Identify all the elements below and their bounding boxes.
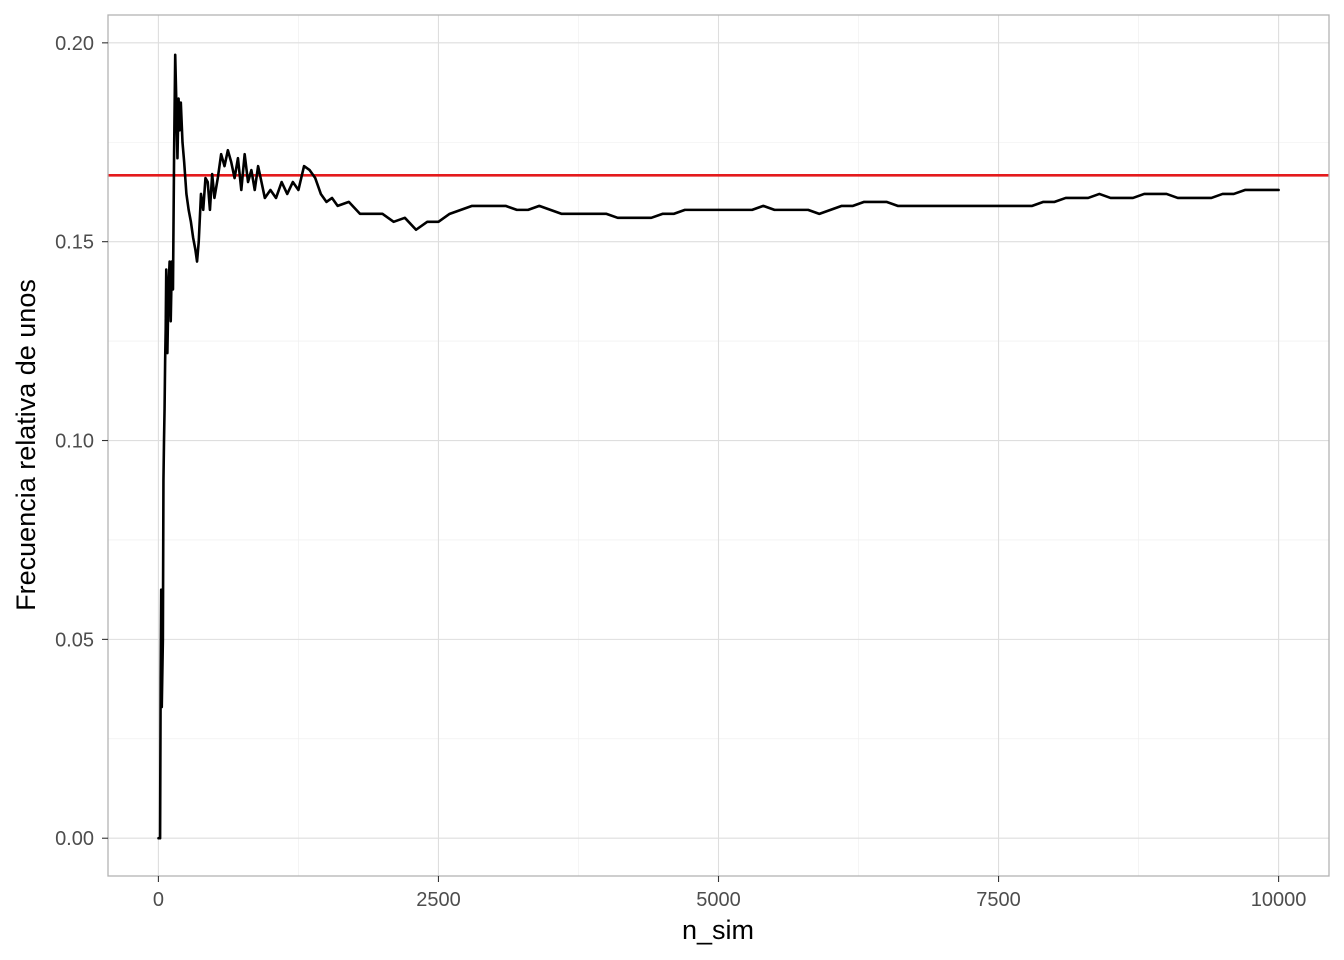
x-tick-label: 10000 — [1251, 889, 1307, 911]
x-axis-title: n_sim — [682, 915, 754, 945]
series-line — [157, 53, 1280, 840]
x-tick-label: 0 — [153, 889, 164, 911]
y-tick-label: 0.10 — [55, 431, 94, 453]
x-axis-ticks: 0 2500 5000 7500 10000 — [153, 876, 1307, 911]
x-tick-label: 2500 — [416, 889, 461, 911]
y-axis-ticks: 0.00 0.05 0.10 0.15 0.20 — [55, 33, 108, 850]
y-tick-label: 0.05 — [55, 629, 94, 651]
y-axis-title: Frecuencia relativa de unos — [11, 279, 41, 611]
x-tick-label: 7500 — [976, 889, 1021, 911]
y-tick-label: 0.15 — [55, 232, 94, 254]
x-tick-label: 5000 — [696, 889, 741, 911]
series-layer — [157, 53, 1280, 840]
y-tick-label: 0.20 — [55, 33, 94, 55]
major-grid — [108, 15, 1329, 876]
y-tick-label: 0.00 — [55, 828, 94, 850]
